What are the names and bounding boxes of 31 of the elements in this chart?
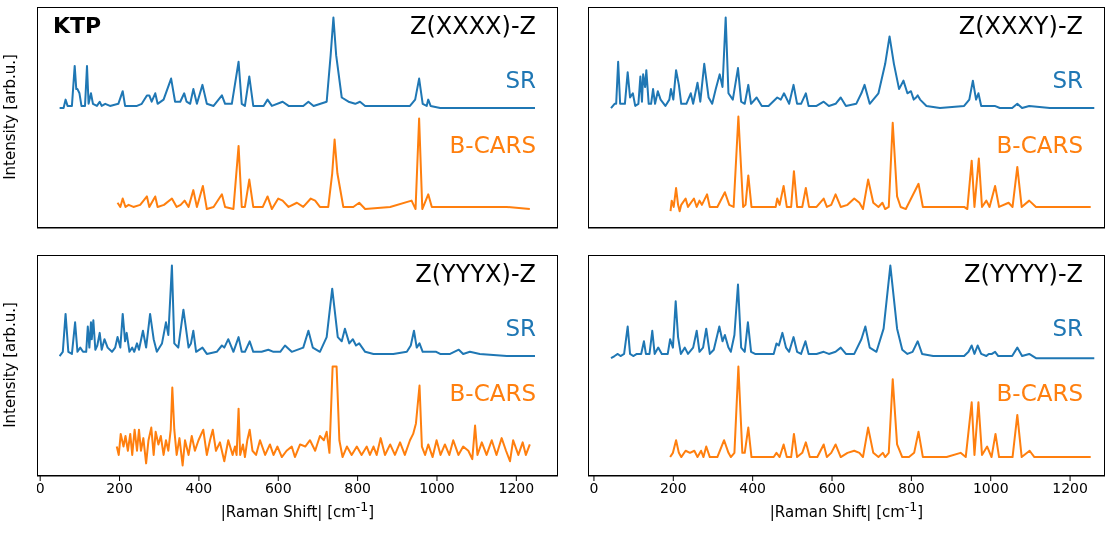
chart-title: Z(YYYX)-Z — [415, 260, 536, 288]
x-tick-label: 1200 — [1052, 479, 1088, 496]
x-tick-label: 800 — [898, 479, 925, 496]
series-label: B-CARS — [449, 380, 536, 406]
series-label: SR — [505, 315, 536, 341]
annotation: KTP — [53, 13, 102, 38]
x-axis-title: |Raman Shift| [cm$^{-1}$] — [219, 499, 376, 521]
x-tick-label: 400 — [739, 479, 767, 496]
series-label: B-CARS — [996, 380, 1083, 406]
x-tick-label: 600 — [818, 479, 846, 496]
x-tick-label: 0 — [589, 479, 599, 496]
x-tick-label: 1000 — [419, 479, 455, 496]
chart-title: Z(XXXY)-Z — [958, 12, 1083, 40]
series-label: B-CARS — [996, 132, 1083, 158]
y-axis-title: Intensity [arb.u.] — [0, 300, 18, 430]
series-label: B-CARS — [449, 132, 536, 158]
x-tick-label: 200 — [659, 479, 687, 496]
x-tick-label: 400 — [185, 479, 213, 496]
series-label: SR — [1052, 315, 1083, 341]
x-tick-label: 1000 — [972, 479, 1009, 496]
x-tick-label: 600 — [264, 479, 292, 496]
x-tick-label: 1200 — [498, 479, 535, 496]
x-tick-label: 200 — [106, 479, 133, 496]
chart-title: Z(YYYY)-Z — [964, 260, 1083, 288]
x-tick-label: 0 — [35, 479, 45, 496]
y-axis-title: Intensity [arb.u.] — [0, 52, 18, 182]
x-tick-label: 800 — [344, 479, 371, 496]
series-label: SR — [1052, 67, 1083, 93]
series-label: SR — [505, 67, 536, 93]
chart-title: Z(XXXX)-Z — [409, 12, 536, 40]
x-axis-title: |Raman Shift| [cm$^{-1}$] — [768, 499, 925, 521]
